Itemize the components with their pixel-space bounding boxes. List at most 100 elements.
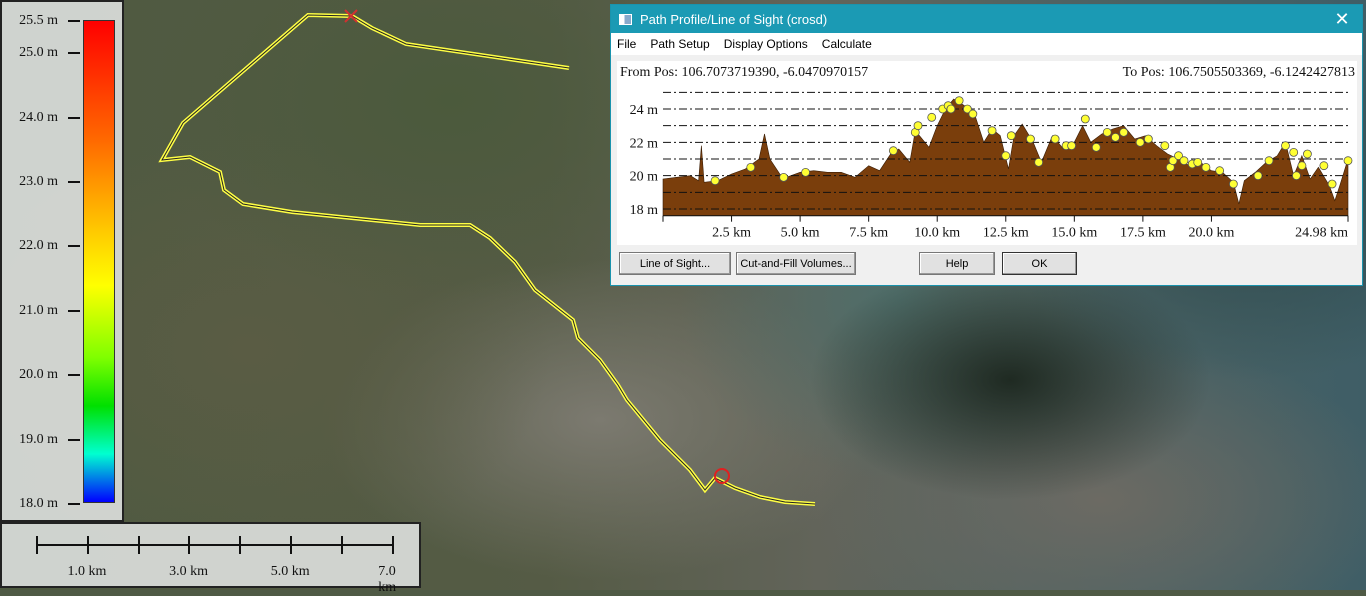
legend-tick-label: 22.0 m (19, 238, 58, 254)
profile-marker-point (1264, 156, 1274, 166)
profile-marker-point (1119, 127, 1129, 137)
profile-marker-point (1343, 156, 1353, 166)
profile-marker-point (1179, 156, 1189, 166)
profile-marker-point (1174, 151, 1183, 161)
legend-tick: 21.0 m (2, 303, 82, 318)
profile-marker-point (779, 172, 789, 182)
scale-label: 5.0 km (270, 564, 310, 579)
legend-tick-label: 18.0 m (19, 496, 58, 511)
profile-marker-point (954, 96, 964, 106)
legend-tick: 23.0 m (2, 174, 82, 189)
legend-tick-mark (68, 116, 80, 119)
legend-tick-mark (68, 309, 80, 312)
profile-marker-point (946, 104, 956, 114)
legend-tick-mark (68, 374, 80, 377)
window-icon (619, 13, 632, 25)
profile-marker-point (1001, 151, 1011, 161)
legend-tick: 22.0 m (2, 238, 82, 254)
profile-marker-point (1111, 132, 1120, 142)
end-marker-circle-icon[interactable] (714, 468, 730, 484)
legend-tick-label: 19.0 m (19, 431, 58, 447)
profile-marker-point (927, 112, 937, 122)
legend-tick: 25.5 m (2, 13, 82, 28)
scale-line (36, 544, 392, 546)
x-tick-label: 10.0 km (914, 226, 960, 241)
legend-tick: 25.0 m (2, 45, 82, 60)
ok-button[interactable]: OK (1002, 252, 1077, 275)
help-button[interactable]: Help (919, 252, 995, 275)
profile-marker-point (987, 126, 997, 136)
x-tick-label: 15.0 km (1051, 226, 1097, 241)
legend-tick: 18.0 m (2, 496, 82, 511)
legend-tick: 19.0 m (2, 431, 82, 447)
menu-file[interactable]: File (617, 37, 637, 51)
profile-plot[interactable]: From Pos: 106.7073719390, -6.0470970157 … (617, 61, 1357, 245)
legend-tick-label: 23.0 m (19, 174, 58, 189)
scale-tick (340, 536, 343, 554)
scale-tick (137, 536, 140, 554)
profile-marker-point (710, 176, 720, 186)
profile-marker-point (801, 167, 810, 177)
x-tick-label: 24.98 km (1295, 226, 1348, 241)
profile-marker-point (1168, 156, 1178, 166)
profile-marker-point (1034, 157, 1044, 167)
scale-tick (188, 536, 191, 554)
profile-marker-point (1289, 147, 1299, 157)
cut-and-fill-volumes-button[interactable]: Cut-and-Fill Volumes... (736, 252, 856, 275)
profile-marker-point (1327, 179, 1337, 189)
line-of-sight-button[interactable]: Line of Sight... (619, 252, 731, 275)
profile-marker-point (1091, 142, 1101, 152)
scale-label: 3.0 km (169, 564, 209, 579)
profile-marker-point (1143, 134, 1153, 144)
profile-marker-point (1292, 171, 1301, 181)
y-tick-label: 18 m (630, 203, 659, 218)
legend-tick-mark (68, 438, 80, 441)
scale-tick (290, 536, 292, 554)
profile-marker-point (968, 109, 978, 119)
x-tick-label: 7.5 km (849, 226, 888, 241)
legend-tick-mark (68, 20, 80, 22)
scale-tick (86, 536, 89, 554)
profile-marker-point (1297, 161, 1307, 171)
dialog-titlebar[interactable]: Path Profile/Line of Sight (crosd) ✕ (611, 5, 1362, 33)
dialog-title: Path Profile/Line of Sight (crosd) (640, 11, 828, 27)
menu-bar: File Path Setup Display Options Calculat… (611, 33, 1362, 55)
profile-marker-point (1281, 141, 1290, 151)
x-tick-label: 17.5 km (1120, 226, 1166, 241)
profile-marker-point (1253, 171, 1263, 181)
path-profile-dialog: Path Profile/Line of Sight (crosd) ✕ Fil… (610, 4, 1363, 286)
x-tick-label: 2.5 km (712, 226, 751, 241)
profile-marker-point (1303, 149, 1312, 159)
profile-chart: 2.5 km 5.0 km 7.5 km 10.0 km 12.5 km 15.0 km 1… (630, 91, 1353, 241)
profile-marker-point (1006, 131, 1016, 141)
menu-path-setup[interactable]: Path Setup (650, 37, 710, 51)
scale-bar: 1.0 km 3.0 km 5.0 km 7.0 km (0, 522, 421, 595)
scale-tick (391, 536, 394, 554)
profile-marker-point (1193, 157, 1203, 167)
profile-marker-point (1080, 114, 1090, 124)
legend-tick-mark (68, 245, 80, 248)
legend-tick-mark (68, 181, 80, 183)
menu-calculate[interactable]: Calculate (821, 37, 872, 51)
y-tick-label: 22 m (630, 136, 659, 151)
profile-marker-point (962, 104, 972, 114)
profile-marker-point (1102, 127, 1112, 137)
profile-marker-point (1319, 161, 1329, 171)
menu-display-options[interactable]: Display Options (723, 37, 808, 51)
elevation-color-legend: 25.5 m 25.0 m 24.0 m 23.0 m 22.0 m 21.0 m 20.0… (0, 0, 124, 522)
x-tick-label: 12.5 km (983, 226, 1029, 241)
profile-marker-point (1215, 166, 1225, 176)
scale-label: 1.0 km (67, 564, 107, 579)
x-tick-label: 20.0 km (1188, 226, 1234, 241)
close-icon[interactable]: ✕ (1334, 8, 1350, 29)
legend-tick-label: 24.0 m (19, 109, 58, 125)
legend-tick: 20.0 m (2, 367, 82, 382)
profile-marker-point (888, 146, 898, 156)
legend-tick: 24.0 m (2, 109, 82, 125)
legend-tick-mark (68, 52, 80, 55)
profile-marker-point (913, 121, 923, 131)
x-tick-label: 5.0 km (781, 226, 820, 241)
start-marker-x-icon[interactable] (344, 9, 358, 23)
legend-tick-mark (68, 503, 80, 505)
